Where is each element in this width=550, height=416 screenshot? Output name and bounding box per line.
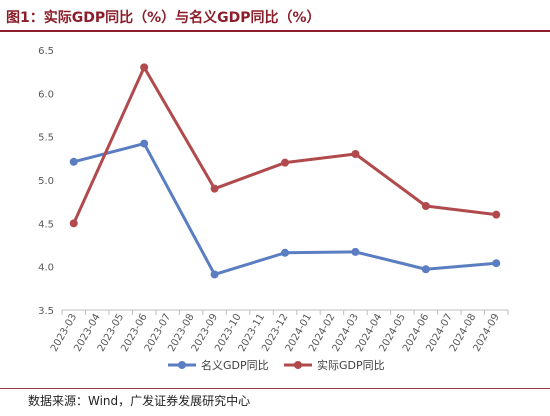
data-point-real	[492, 210, 501, 219]
line-chart: 3.54.04.55.05.56.06.52023-032023-042023-…	[38, 46, 509, 372]
data-point-nominal	[210, 270, 219, 279]
y-tick-label: 5.5	[38, 133, 54, 144]
figure-header: 图1：实际GDP同比（%）与名义GDP同比（%）	[0, 0, 550, 32]
data-point-real	[351, 150, 360, 158]
footer-divider	[0, 388, 550, 389]
data-point-nominal	[69, 157, 78, 166]
data-point-nominal	[281, 248, 289, 257]
legend-swatch-marker	[178, 361, 186, 369]
data-point-nominal	[492, 259, 501, 268]
figure-title: 图1：实际GDP同比（%）与名义GDP同比（%）	[6, 10, 321, 26]
data-point-real	[69, 219, 78, 228]
y-tick-label: 5.0	[38, 176, 54, 187]
y-tick-label: 6.0	[38, 89, 54, 100]
legend-label: 实际GDP同比	[317, 358, 385, 372]
data-point-real	[210, 184, 219, 193]
legend-swatch-marker	[294, 361, 302, 369]
data-point-nominal	[421, 265, 430, 274]
data-point-real	[421, 202, 430, 210]
y-tick-label: 6.5	[38, 46, 54, 57]
y-tick-label: 4.5	[38, 219, 54, 230]
data-point-nominal	[140, 139, 149, 148]
data-point-real	[281, 158, 289, 167]
data-point-nominal	[351, 247, 360, 256]
y-tick-label: 3.5	[38, 306, 54, 317]
y-tick-label: 4.0	[38, 263, 54, 274]
source-note: 数据来源：Wind，广发证券发展研究中心	[28, 394, 251, 408]
legend-label: 名义GDP同比	[201, 358, 269, 372]
data-point-real	[140, 63, 149, 72]
title-divider	[0, 30, 550, 32]
